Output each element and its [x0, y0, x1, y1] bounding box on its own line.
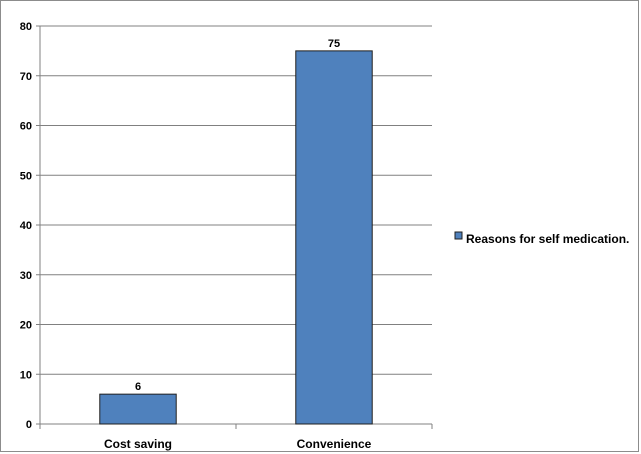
y-tick-label: 10 [20, 369, 32, 381]
legend-swatch [454, 231, 463, 240]
legend-label: Reasons for self medication. [466, 232, 629, 246]
x-category-label: Cost saving [104, 437, 172, 451]
bar-convenience [295, 50, 373, 425]
bar-cost-saving [99, 393, 177, 425]
data-label: 6 [135, 381, 141, 393]
y-tick-label: 20 [20, 320, 32, 332]
legend: Reasons for self medication. [454, 231, 629, 246]
y-tick-label: 60 [20, 121, 32, 133]
y-tick-label: 70 [20, 71, 32, 83]
y-tick-label: 50 [20, 170, 32, 182]
y-tick-label: 40 [20, 220, 32, 232]
bars [99, 50, 373, 425]
gridlines [40, 25, 432, 375]
y-tick-label: 80 [20, 21, 32, 33]
y-tick-label: 0 [26, 419, 32, 431]
y-tick-label: 30 [20, 270, 32, 282]
x-category-label: Convenience [297, 437, 372, 451]
data-label: 75 [328, 38, 340, 50]
labels: 0 10 20 30 40 50 60 70 80 6 Cost saving 75 Convenien… [20, 21, 372, 451]
